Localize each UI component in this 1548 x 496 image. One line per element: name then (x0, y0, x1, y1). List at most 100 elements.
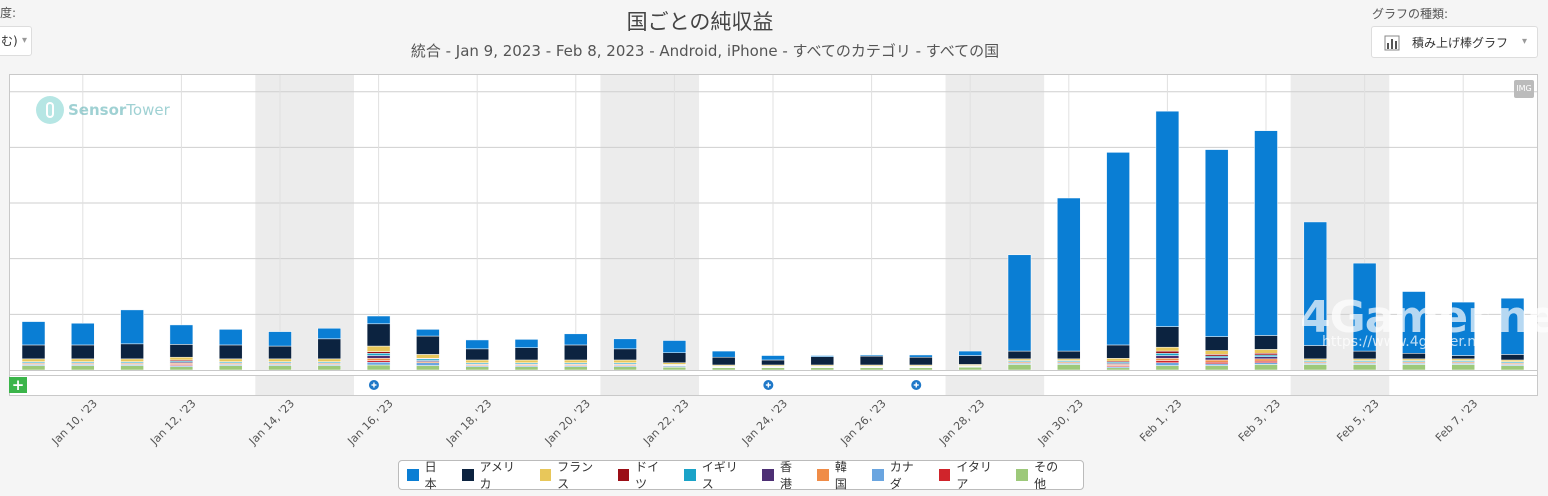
chart-subtitle: 統合 - Jan 9, 2023 - Feb 8, 2023 - Android… (410, 42, 1000, 60)
bar-segment (1057, 350, 1081, 360)
legend-label: フランス (557, 460, 594, 491)
bar-segment (317, 358, 342, 362)
bar-segment (366, 353, 391, 356)
x-tick-label: Jan 12, '23 (147, 397, 198, 448)
chart-title: 国ごとの純収益 (626, 10, 774, 34)
bar-segment (1303, 358, 1328, 361)
legend-item[interactable]: カナダ (872, 458, 925, 492)
bar-segment (71, 344, 95, 360)
bar-segment (1204, 336, 1229, 351)
bar-segment (465, 348, 489, 361)
bar-segment (366, 323, 391, 347)
bar-segment (1402, 353, 1426, 360)
chart-type-select[interactable]: 積み上げ棒グラフ ▾ (1371, 26, 1538, 58)
bar-segment (268, 345, 292, 360)
x-tick-label: Jan 20, '23 (542, 397, 593, 448)
legend-item[interactable]: 韓国 (817, 458, 858, 492)
bar-segment (366, 364, 391, 371)
bar-segment (366, 355, 391, 359)
legend-item[interactable]: ドイツ (617, 458, 671, 492)
weekend-band-1 (600, 75, 700, 370)
legend-item[interactable]: フランス (539, 458, 604, 492)
bar-segment (662, 352, 687, 364)
bar-segment (268, 331, 292, 347)
left-filter-label: 度: (0, 6, 17, 20)
bar-segment (71, 365, 95, 371)
bar-segment (317, 328, 342, 340)
legend-item[interactable]: 香港 (762, 458, 803, 492)
bar-segment (909, 367, 933, 371)
bar-segment (564, 366, 588, 371)
bar-segment (1106, 367, 1130, 371)
watermark: 4Gamer.net (1300, 292, 1548, 343)
weekend-band-strip-3 (1290, 376, 1390, 395)
legend-item[interactable]: イギリス (684, 458, 748, 492)
bar-segment (859, 367, 884, 371)
bar-segment (613, 338, 637, 350)
add-annotation-button[interactable]: + (9, 377, 27, 393)
bar-segment (1254, 356, 1278, 360)
bar-segment (1254, 130, 1278, 336)
bar-segment (810, 367, 835, 371)
bar-segment (1155, 355, 1180, 359)
bar-segment (1500, 354, 1525, 361)
bar-segment (1106, 358, 1130, 362)
weekend-band-strip-1 (600, 376, 700, 395)
bar-segment (761, 367, 785, 371)
x-tick-label: Jan 18, '23 (443, 397, 494, 448)
bar-segment (859, 355, 884, 366)
legend-item[interactable]: その他 (1016, 458, 1069, 492)
bar-segment (120, 309, 144, 345)
x-tick-label: Feb 1, '23 (1137, 397, 1184, 444)
bar-segment (909, 356, 933, 366)
bar-segment (958, 350, 982, 356)
bar-segment (1500, 359, 1525, 362)
bar-segment (268, 358, 292, 362)
bar-segment (1155, 326, 1180, 348)
legend-label: その他 (1034, 460, 1059, 491)
left-filter-select[interactable]: む) ▾ (0, 26, 32, 56)
image-export-button[interactable]: IMG (1514, 80, 1534, 98)
x-tick-label: Feb 5, '23 (1334, 397, 1381, 444)
bar-segment (711, 356, 736, 366)
bar-segment (1402, 291, 1426, 354)
bar-segment (564, 359, 588, 364)
weekend-band-0 (255, 75, 354, 370)
x-tick-label: Jan 16, '23 (344, 397, 395, 448)
x-tick-label: Jan 10, '23 (49, 397, 100, 448)
bar-segment (1204, 149, 1229, 337)
legend-item[interactable]: 日本 (407, 458, 448, 492)
legend-swatch (1016, 469, 1029, 481)
x-tick-label: Jan 28, '23 (936, 397, 987, 448)
bar-segment (958, 366, 982, 371)
chevron-down-icon: ▾ (21, 35, 27, 46)
legend-swatch (872, 469, 884, 481)
watermark-url: https://www.4gamer.net/ (1322, 334, 1495, 350)
bar-segment (1204, 354, 1229, 357)
bar-segment (71, 322, 95, 346)
bar-segment (1254, 358, 1278, 362)
bar-segment (1106, 152, 1130, 346)
weekend-band-strip-2 (945, 376, 1045, 395)
legend-swatch (762, 469, 774, 481)
bar-segment (1451, 358, 1475, 361)
legend-label: アメリカ (479, 460, 515, 491)
bar-segment (1007, 358, 1032, 361)
x-tick-label: Feb 3, '23 (1236, 397, 1283, 444)
legend-label: 韓国 (834, 460, 847, 491)
legend-label: イタリア (956, 460, 992, 491)
x-tick-label: Jan 30, '23 (1035, 397, 1086, 448)
bar-segment (465, 359, 489, 364)
bar-segment (711, 367, 736, 371)
bar-segment (465, 366, 489, 371)
bar-chart-icon (1384, 35, 1400, 51)
legend-item[interactable]: アメリカ (461, 458, 526, 492)
bar-segment (416, 362, 440, 366)
bar-segment (1352, 364, 1377, 371)
bar-segment (1254, 360, 1278, 364)
legend-item[interactable]: イタリア (938, 458, 1003, 492)
bar-segment (366, 345, 391, 352)
bar-segment (1500, 297, 1525, 355)
legend-label: ドイツ (635, 460, 660, 491)
bar-segment (1155, 365, 1180, 371)
